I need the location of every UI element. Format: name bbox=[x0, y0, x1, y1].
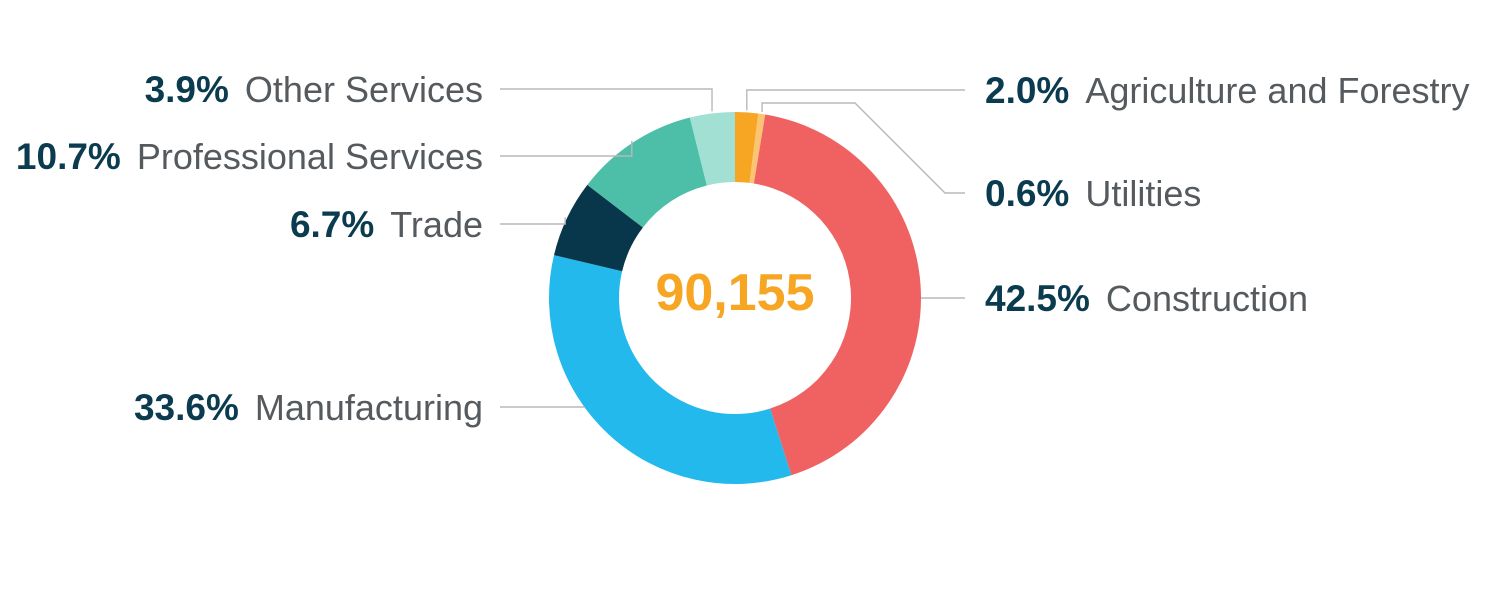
slice-manufacturing bbox=[548, 255, 792, 484]
slice-trade bbox=[554, 184, 643, 272]
label-category-construction: Construction bbox=[1106, 278, 1308, 319]
label-manufacturing: 33.6% Manufacturing bbox=[134, 387, 483, 428]
label-other-services: 3.9% Other Services bbox=[145, 69, 483, 110]
leader-lines bbox=[500, 88, 965, 408]
label-category-other-services: Other Services bbox=[245, 69, 483, 110]
label-category-trade: Trade bbox=[390, 204, 483, 245]
leader-line-other-services bbox=[500, 88, 713, 112]
slice-other-services bbox=[689, 112, 735, 186]
label-category-agriculture-and-forestry: Agriculture and Forestry bbox=[1085, 70, 1469, 111]
label-category-utilities: Utilities bbox=[1085, 173, 1201, 214]
label-percent-manufacturing: 33.6% bbox=[134, 387, 239, 428]
donut-slices bbox=[548, 112, 921, 484]
leader-line-trade bbox=[500, 217, 566, 225]
slice-utilities bbox=[749, 113, 766, 184]
label-agriculture-and-forestry: 2.0% Agriculture and Forestry bbox=[985, 70, 1470, 111]
label-category-professional-services: Professional Services bbox=[137, 136, 483, 177]
center-total-label: 90,155 bbox=[655, 264, 814, 322]
label-percent-construction: 42.5% bbox=[985, 278, 1090, 319]
label-percent-trade: 6.7% bbox=[290, 204, 374, 245]
label-category-manufacturing: Manufacturing bbox=[255, 387, 483, 428]
leader-line-utilities bbox=[761, 102, 965, 194]
label-construction: 42.5% Construction bbox=[985, 278, 1308, 319]
label-percent-agriculture-and-forestry: 2.0% bbox=[985, 70, 1069, 111]
leader-line-agriculture-and-forestry bbox=[746, 89, 965, 111]
leader-line-professional-services bbox=[500, 140, 633, 157]
slice-labels: 2.0% Agriculture and Forestry 0.6% Utilitie… bbox=[16, 69, 1470, 428]
slice-construction bbox=[753, 114, 921, 476]
slice-professional-services bbox=[587, 117, 707, 228]
label-percent-utilities: 0.6% bbox=[985, 173, 1069, 214]
label-percent-other-services: 3.9% bbox=[145, 69, 229, 110]
label-professional-services: 10.7% Professional Services bbox=[16, 136, 483, 177]
label-percent-professional-services: 10.7% bbox=[16, 136, 121, 177]
label-trade: 6.7% Trade bbox=[290, 204, 483, 245]
label-utilities: 0.6% Utilities bbox=[985, 173, 1201, 214]
slice-agriculture-and-forestry bbox=[735, 112, 759, 183]
